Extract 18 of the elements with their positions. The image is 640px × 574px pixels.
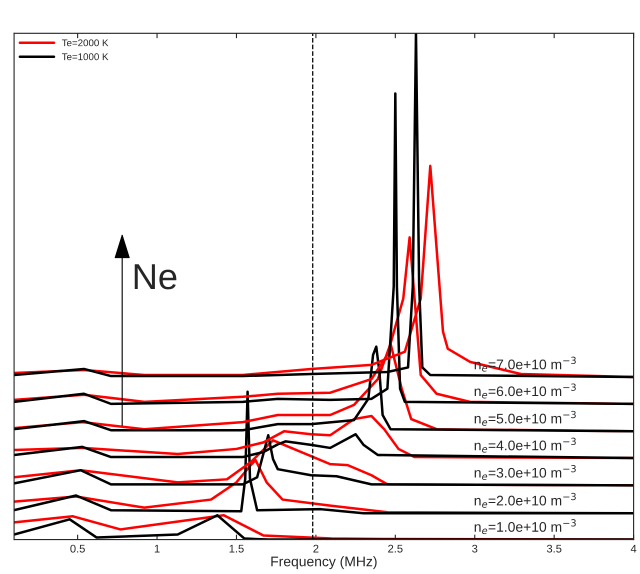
- x-tick-label: 2.5: [388, 544, 403, 553]
- x-tick-label: 2: [313, 544, 318, 552]
- annotation: Ne: [134, 264, 176, 290]
- annotation: n$_{e}$=6.0e+10 m$^{−3}$: [474, 384, 576, 398]
- x-tick-label: 3.5: [546, 544, 562, 553]
- annotation: n$_{e}$=2.0e+10 m$^{−3}$: [474, 492, 576, 508]
- x-tick-label: 3: [472, 544, 478, 553]
- annotation: n$_{e}$=5.0e+10 m$^{−3}$: [474, 410, 576, 426]
- legend-label: Te=1000 K: [62, 53, 108, 60]
- annotation: n$_{e}$=4.0e+10 m$^{−3}$: [474, 438, 576, 453]
- x-axis-title: Frequency (MHz): [271, 556, 377, 570]
- x-tick-label: 1.5: [230, 544, 244, 553]
- annotation: n$_{e}$=3.0e+10 m$^{−3}$: [474, 465, 576, 480]
- x-tick-label: 0.5: [70, 544, 85, 553]
- legend-label: Te=2000 K: [62, 39, 108, 46]
- x-tick-label: 1: [154, 544, 160, 552]
- x-tick-label: 4: [630, 544, 636, 552]
- annotation: n$_{e}$=1.0e+10 m$^{−3}$: [474, 519, 576, 534]
